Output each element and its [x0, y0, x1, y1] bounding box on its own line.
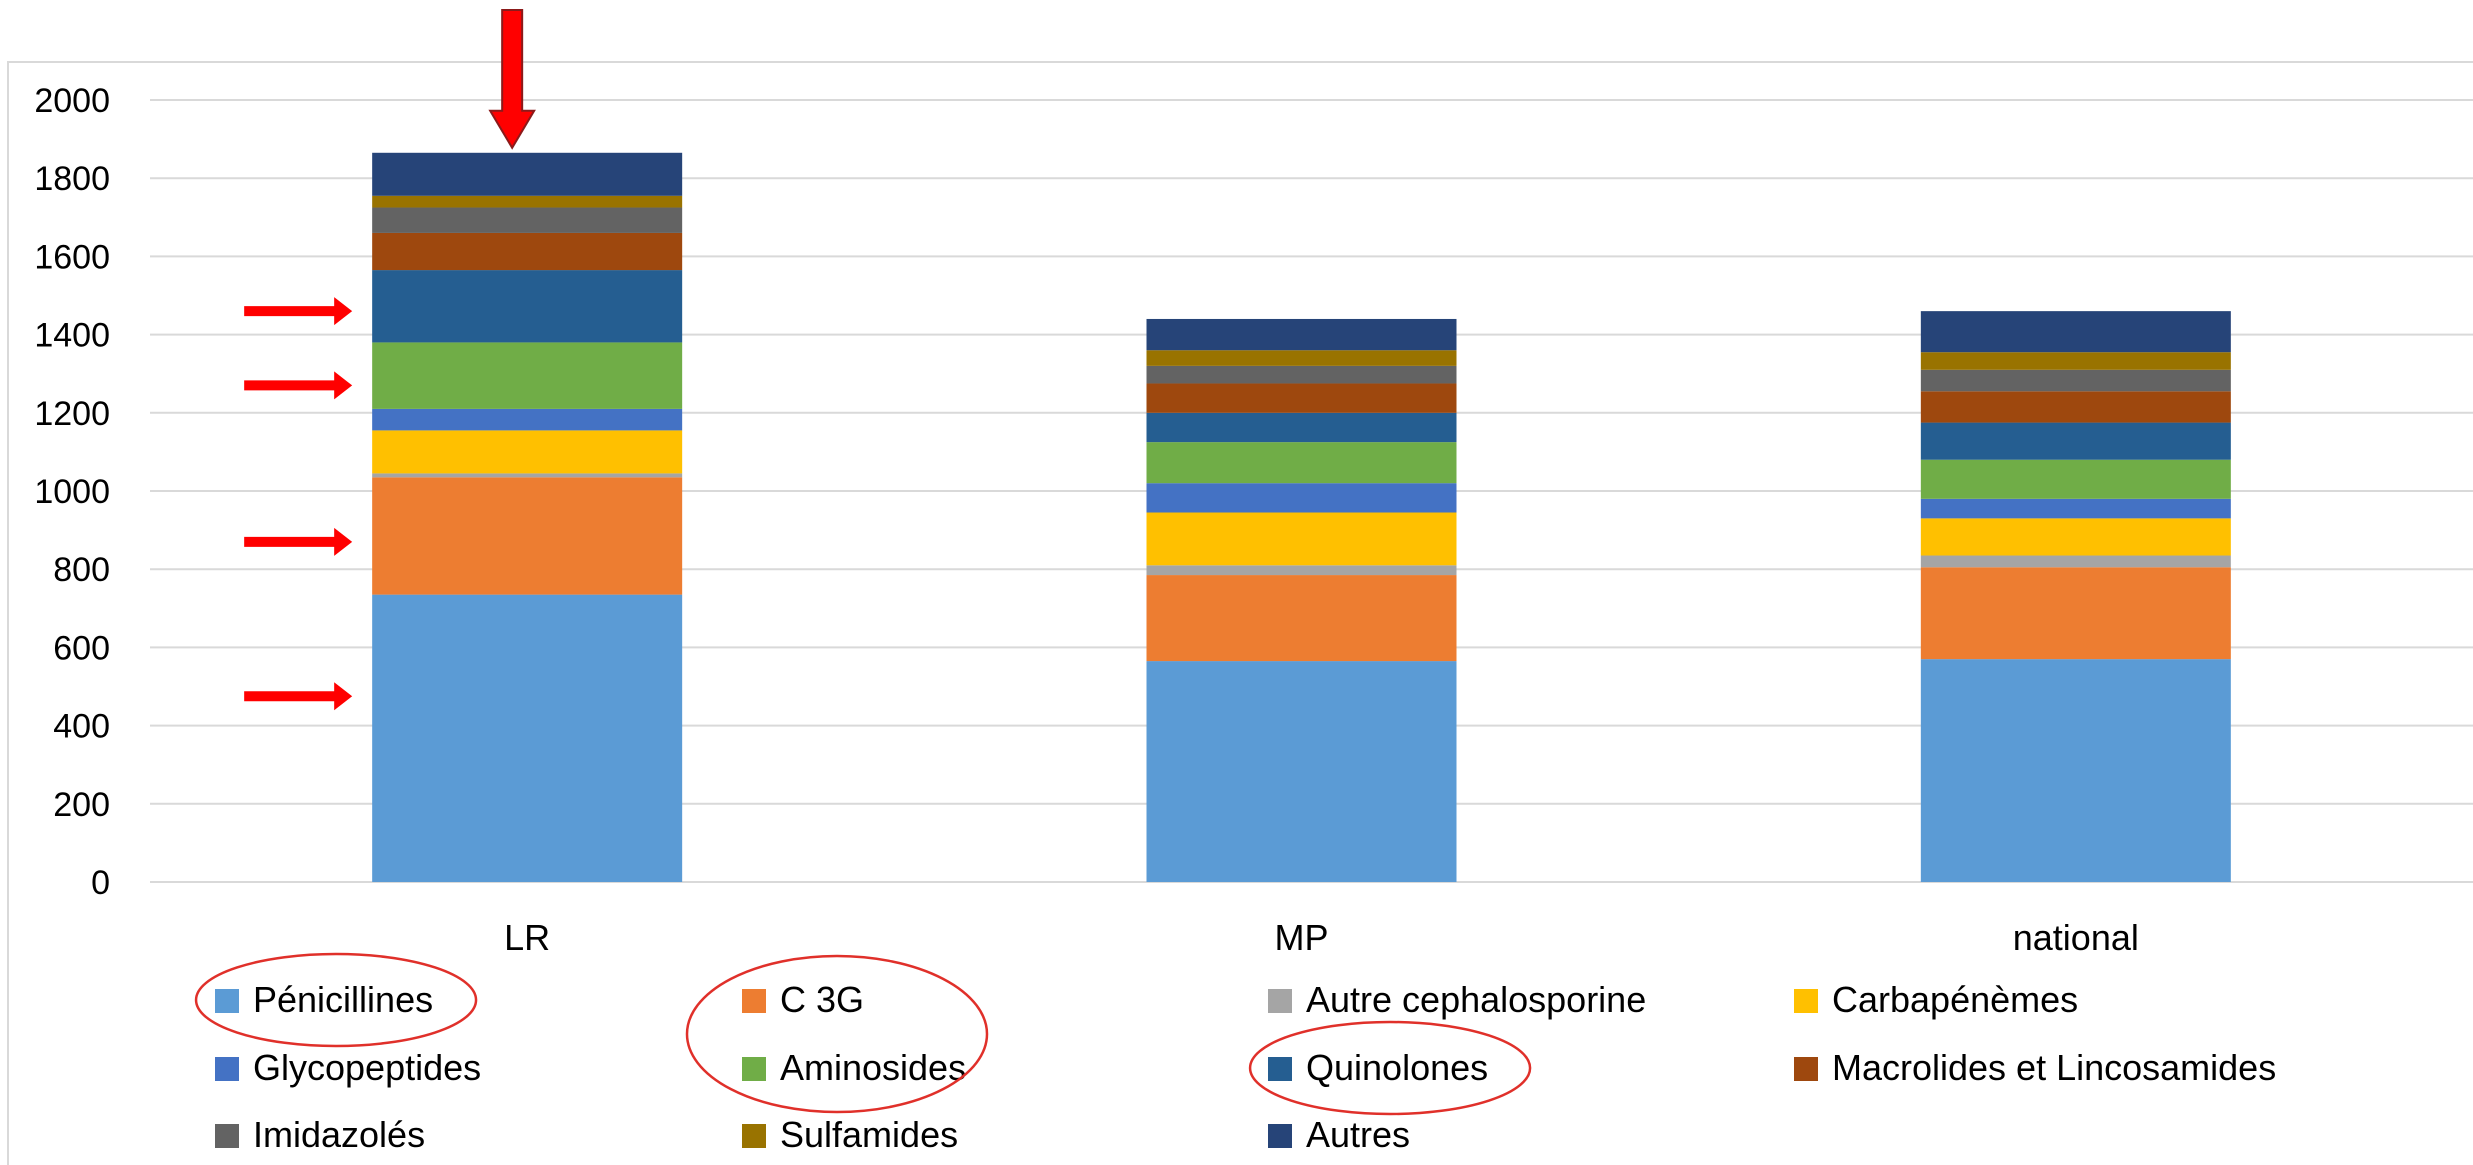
bar-segment — [1146, 512, 1457, 566]
annotation-arrow-right — [244, 371, 353, 400]
arrow-shape — [488, 9, 536, 150]
arrow-shape — [244, 297, 353, 326]
bar-segment — [372, 473, 683, 478]
arrow-shape — [244, 371, 353, 400]
y-tick-label: 400 — [53, 708, 110, 746]
legend-label: Imidazolés — [253, 1114, 425, 1155]
y-tick-label: 0 — [91, 864, 110, 902]
bar-segment — [1920, 369, 2231, 392]
legend-label: Autres — [1306, 1114, 1410, 1155]
bar-segment — [1146, 383, 1457, 413]
legend-label: Pénicillines — [253, 979, 433, 1020]
y-tick-label: 600 — [53, 629, 110, 667]
legend-swatch — [742, 1124, 766, 1148]
y-tick-label: 1800 — [34, 160, 110, 198]
legend-swatch — [742, 989, 766, 1013]
bar-segment — [372, 152, 683, 196]
legend-swatch — [215, 989, 239, 1013]
y-tick-label: 1200 — [34, 395, 110, 433]
legend-swatch — [1268, 1057, 1292, 1081]
bar-segment — [372, 207, 683, 233]
bar-segment — [1920, 659, 2231, 882]
bar-segment — [372, 408, 683, 431]
y-tick-label: 1000 — [34, 473, 110, 511]
bar-segment — [1920, 567, 2231, 660]
legend-label: Sulfamides — [780, 1114, 958, 1155]
bar-segment — [1146, 565, 1457, 576]
x-category-label: LR — [504, 917, 550, 958]
annotation-circle — [685, 954, 989, 1114]
legend-label: Glycopeptides — [253, 1047, 481, 1088]
bar-segment — [372, 477, 683, 595]
bar-segment — [1146, 365, 1457, 384]
bar-segment — [1146, 412, 1457, 443]
x-category-label: national — [2013, 917, 2139, 958]
bar-segment — [1146, 661, 1457, 882]
bar-segment — [1920, 311, 2231, 353]
legend-swatch — [1794, 1057, 1818, 1081]
legend-label: Autre cephalosporine — [1306, 979, 1646, 1020]
annotation-circle — [1248, 1020, 1532, 1116]
bar-segment — [1146, 483, 1457, 513]
legend-swatch — [742, 1057, 766, 1081]
bar-segment — [1146, 350, 1457, 366]
arrow-shape — [244, 527, 353, 556]
annotation-arrow-right — [244, 682, 353, 711]
legend-label: Carbapénèmes — [1832, 979, 2078, 1020]
y-tick-label: 200 — [53, 786, 110, 824]
legend-swatch — [215, 1057, 239, 1081]
bar-segment — [372, 594, 683, 882]
bar-segment — [1146, 575, 1457, 662]
annotation-arrow-down — [488, 9, 536, 150]
legend-label: Aminosides — [780, 1047, 966, 1088]
annotation-circle — [194, 952, 478, 1048]
bar-segment — [1920, 518, 2231, 556]
bar-segment — [1920, 422, 2231, 460]
annotation-arrow-right — [244, 527, 353, 556]
bar-segment — [1920, 352, 2231, 370]
bar-segment — [1920, 391, 2231, 423]
bar-segment — [372, 195, 683, 208]
bar-segment — [1146, 318, 1457, 351]
legend-swatch — [1794, 989, 1818, 1013]
bar-segment — [372, 342, 683, 409]
legend-swatch — [1268, 989, 1292, 1013]
bar-segment — [372, 232, 683, 271]
annotation-arrow-right — [244, 297, 353, 326]
bar-segment — [1920, 498, 2231, 519]
legend-label: C 3G — [780, 979, 864, 1020]
legend-label: Quinolones — [1306, 1047, 1488, 1088]
legend-label: Macrolides et Lincosamides — [1832, 1047, 2276, 1088]
bar-segment — [1920, 555, 2231, 568]
arrow-shape — [244, 682, 353, 711]
y-tick-label: 800 — [53, 551, 110, 589]
chart-frame — [7, 61, 2473, 1165]
bar-segment — [1146, 442, 1457, 484]
y-tick-label: 1400 — [34, 317, 110, 355]
y-tick-label: 2000 — [34, 82, 110, 120]
x-category-label: MP — [1275, 917, 1329, 958]
y-tick-label: 1600 — [34, 238, 110, 276]
legend-swatch — [1268, 1124, 1292, 1148]
bar-segment — [1920, 459, 2231, 499]
legend-swatch — [215, 1124, 239, 1148]
bar-segment — [372, 430, 683, 474]
bar-segment — [372, 270, 683, 343]
